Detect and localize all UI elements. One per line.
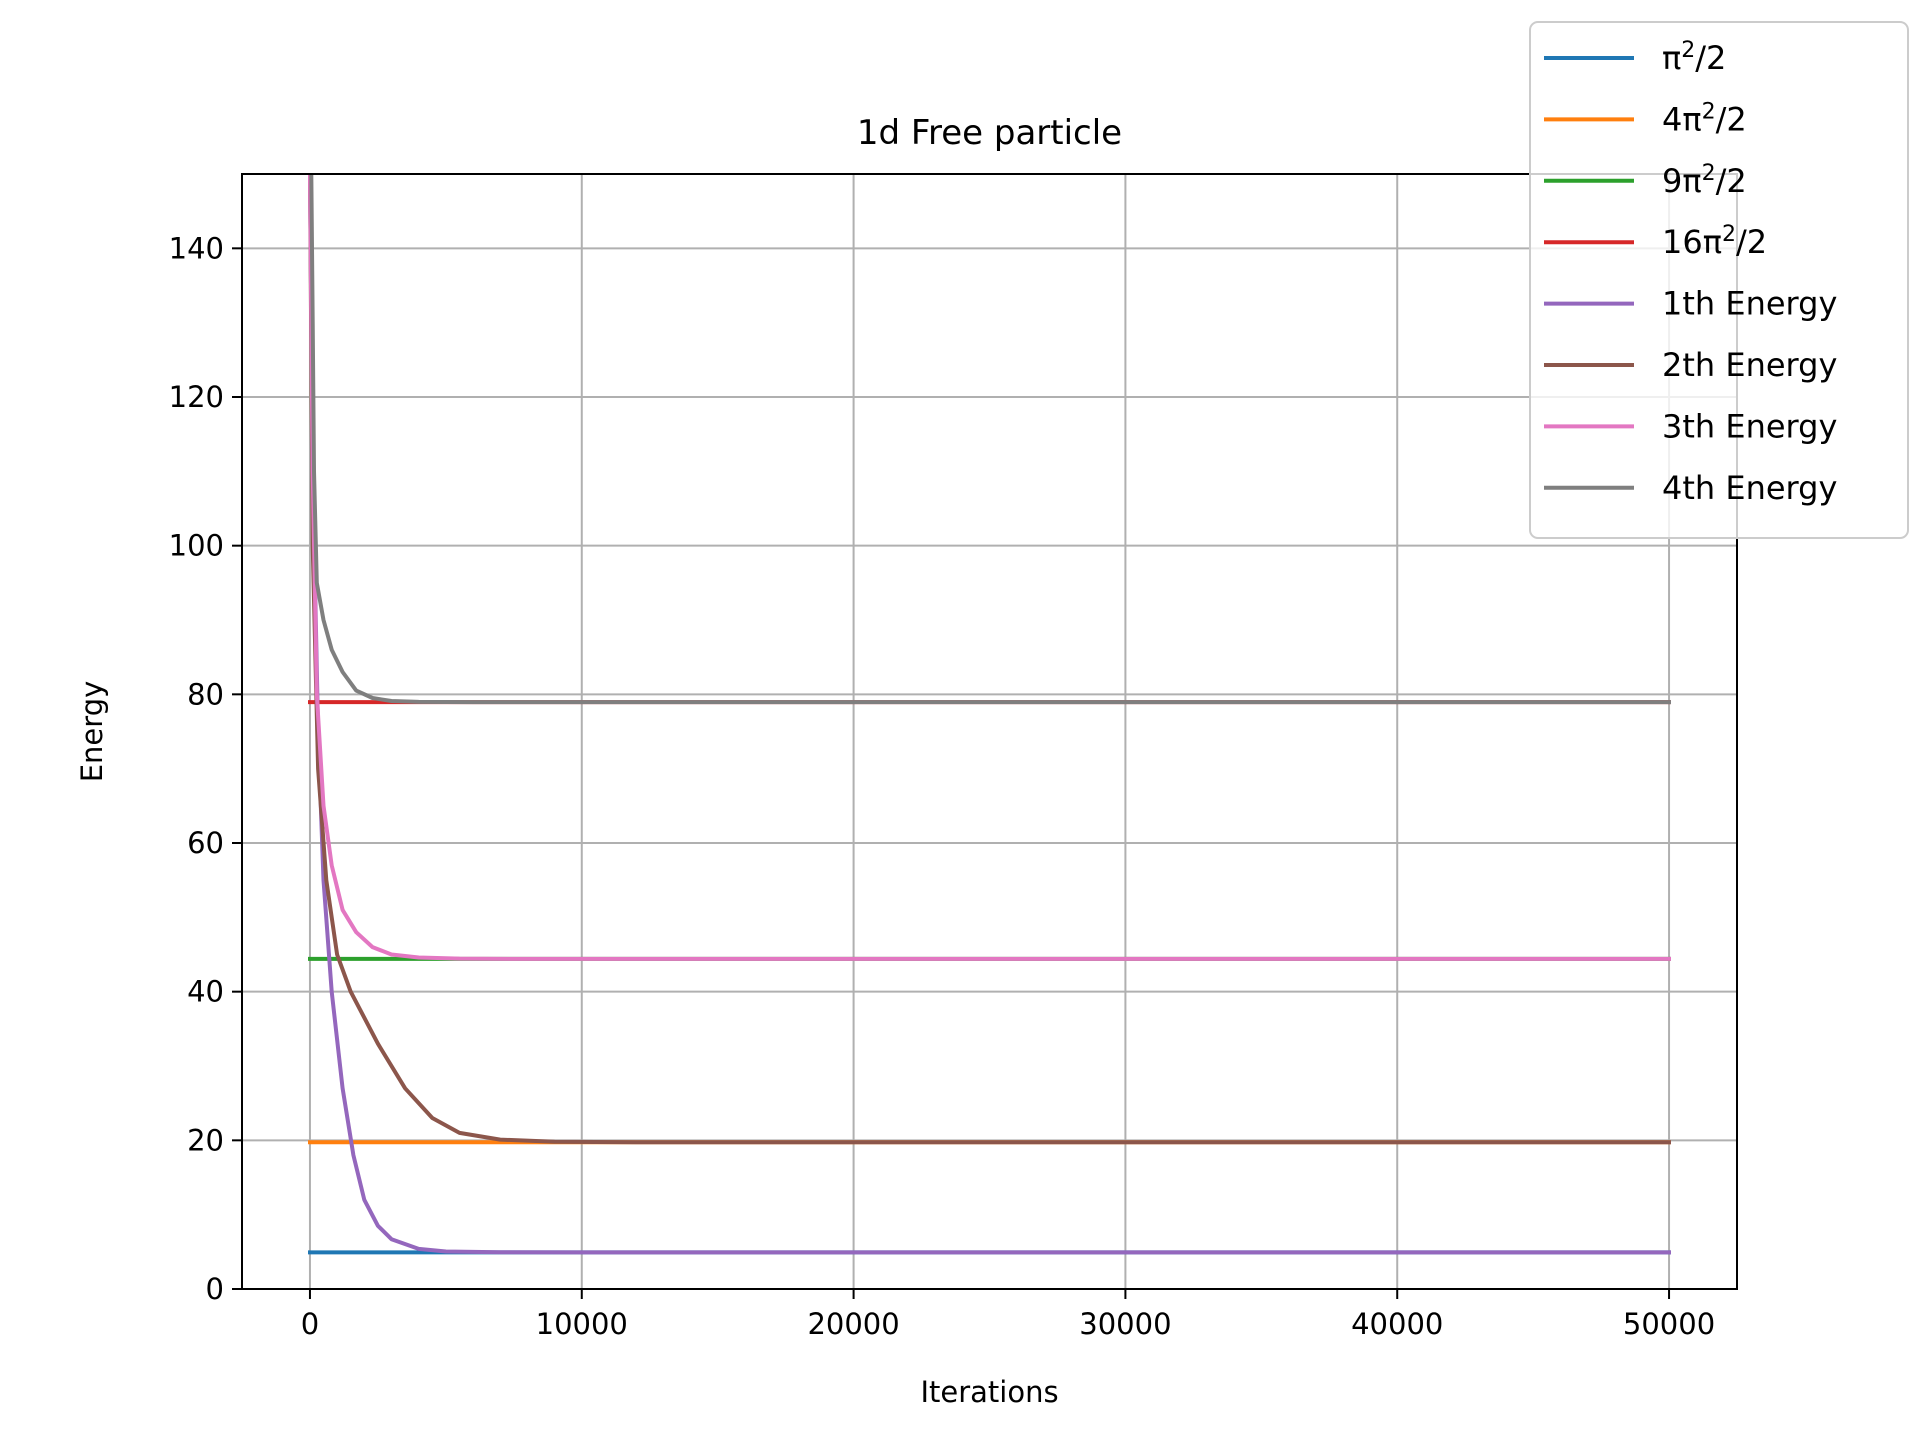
x-tick-label: 30000 — [1079, 1307, 1171, 1341]
legend-label: 1th Energy — [1662, 285, 1837, 323]
legend-label: 9π2/2 — [1662, 161, 1747, 200]
x-tick-label: 10000 — [536, 1307, 628, 1341]
y-axis-label: Energy — [75, 681, 109, 783]
series-line-8 — [309, 174, 1671, 705]
legend-label: π2/2 — [1662, 38, 1726, 77]
legend-label-suffix: /2 — [1716, 162, 1747, 200]
legend-label: 4th Energy — [1662, 469, 1837, 507]
grid-lines — [242, 174, 1737, 1290]
axis-ticks: 0 10000 20000 30000 40000 50000 0 20 40 60 80 100 12… — [169, 231, 1716, 1341]
legend-label: 3th Energy — [1662, 407, 1837, 445]
legend-label-main: 4π — [1662, 100, 1702, 138]
series-line-6 — [307, 174, 1671, 1145]
legend-label-suffix: /2 — [1695, 39, 1726, 77]
chart-title: 1d Free particle — [857, 113, 1122, 153]
series-line-7 — [307, 174, 1671, 961]
x-tick-label: 50000 — [1623, 1307, 1715, 1341]
legend-label-main: 4th Energy — [1662, 469, 1837, 507]
legend-label-main: 2th Energy — [1662, 346, 1837, 384]
y-tick-label: 60 — [187, 826, 224, 860]
legend-label-main: 9π — [1662, 162, 1702, 200]
legend-box — [1529, 21, 1909, 539]
y-tick-label: 100 — [169, 529, 224, 563]
legend-label-main: π — [1662, 39, 1681, 77]
x-tick-label: 40000 — [1351, 1307, 1443, 1341]
y-tick-label: 0 — [206, 1272, 224, 1306]
y-tick-label: 140 — [169, 231, 224, 265]
legend-label: 4π2/2 — [1662, 99, 1747, 138]
legend-label-main: 1th Energy — [1662, 285, 1837, 323]
legend-label-main: 3th Energy — [1662, 407, 1837, 445]
legend-label-suffix: /2 — [1736, 223, 1767, 261]
y-tick-label: 40 — [187, 975, 224, 1009]
x-tick-label: 0 — [301, 1307, 319, 1341]
y-tick-label: 80 — [187, 677, 224, 711]
y-tick-label: 20 — [187, 1123, 224, 1157]
series-lines — [307, 174, 1671, 1255]
series-line-5 — [307, 174, 1671, 1255]
legend-label-main: 16π — [1662, 223, 1722, 261]
legend-label: 2th Energy — [1662, 346, 1837, 384]
legend-label-superscript: 2 — [1722, 222, 1736, 247]
legend-label-superscript: 2 — [1702, 99, 1716, 124]
plot-frame — [241, 173, 1738, 1290]
y-tick-label: 120 — [169, 380, 224, 414]
x-axis-label: Iterations — [920, 1375, 1058, 1409]
x-tick-label: 20000 — [807, 1307, 899, 1341]
legend-label: 16π2/2 — [1662, 222, 1767, 261]
legend-label-superscript: 2 — [1702, 161, 1716, 186]
legend-label-superscript: 2 — [1681, 38, 1695, 63]
legend-label-suffix: /2 — [1716, 100, 1747, 138]
